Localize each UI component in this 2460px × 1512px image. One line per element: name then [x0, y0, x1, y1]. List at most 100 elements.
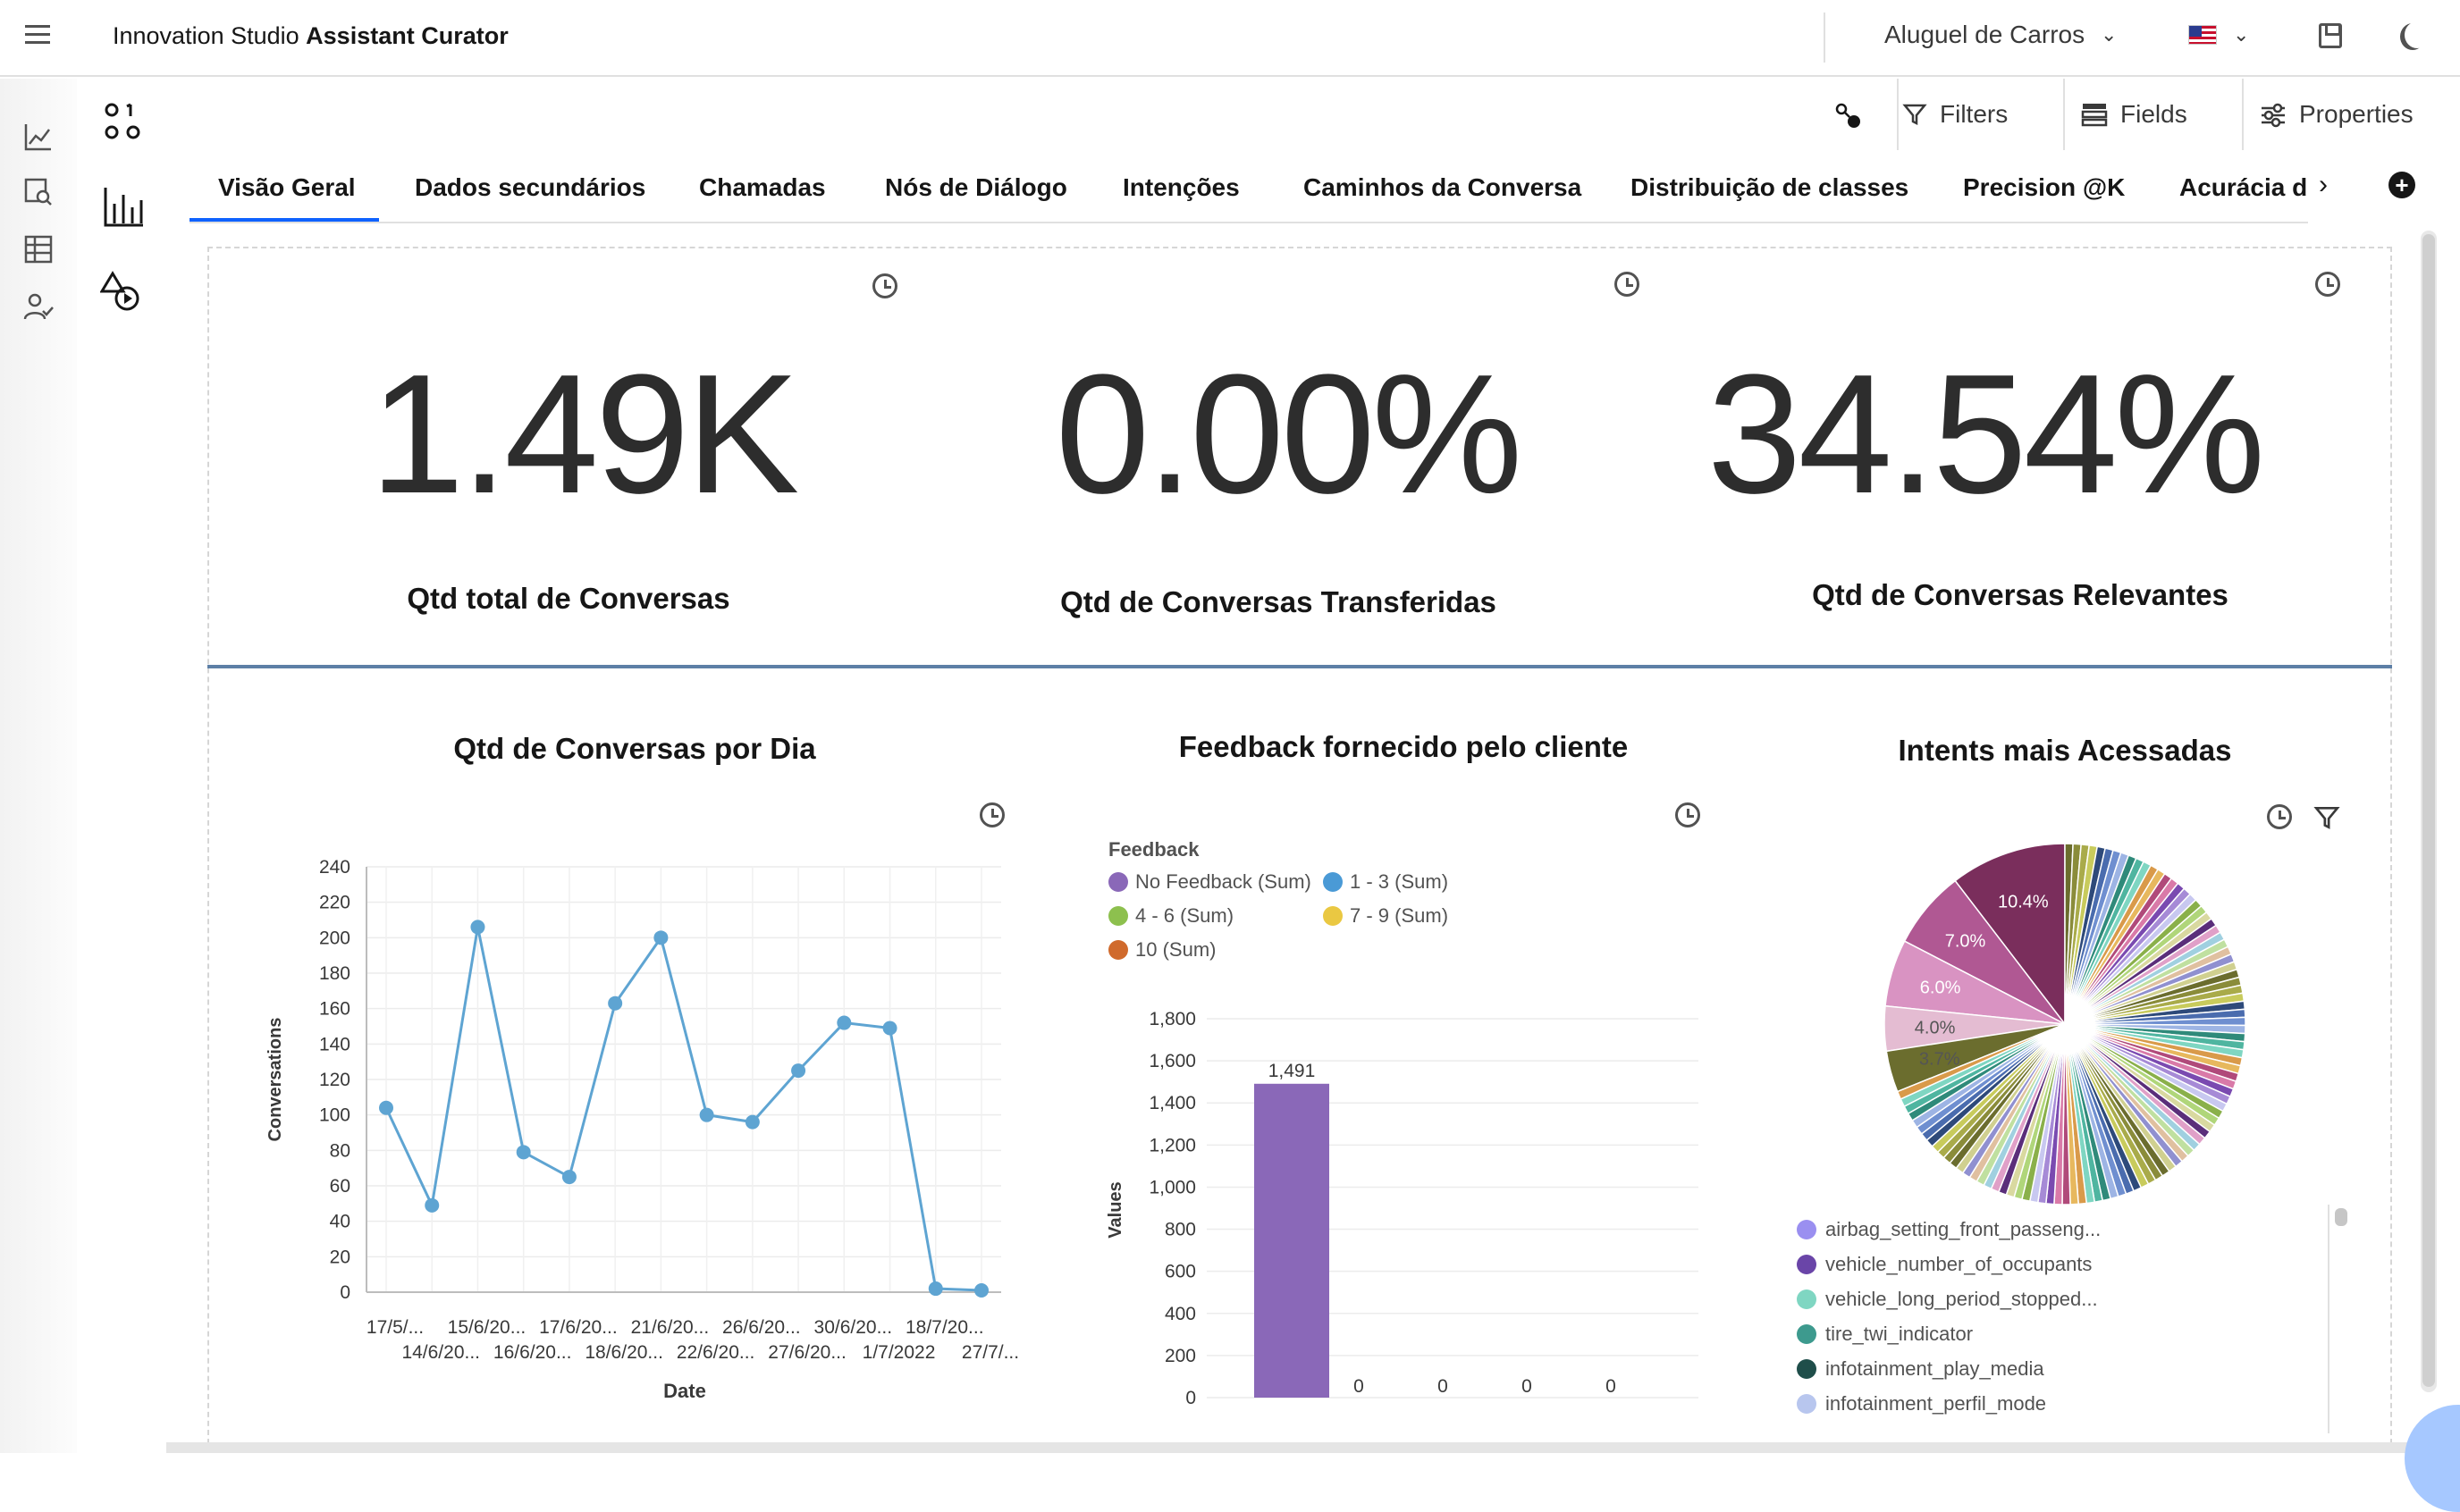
pie-slice[interactable] — [1954, 843, 2066, 1027]
data-point[interactable] — [608, 995, 623, 1011]
y-tick-label: 180 — [319, 963, 350, 984]
pie-slice-label: 6.0% — [1920, 979, 1961, 998]
pie-chart: 10.4% 7.0% 6.0% 4.0% 3.7% — [1883, 843, 2246, 1205]
chevron-right-icon[interactable]: › — [2319, 170, 2328, 199]
add-tab-icon[interactable]: + — [2388, 172, 2415, 198]
data-point[interactable] — [974, 1283, 989, 1298]
tab-acuracia[interactable]: Acurácia da — [2179, 173, 2308, 201]
moon-icon[interactable] — [2405, 21, 2430, 48]
pie-legend-scrollbar[interactable] — [2328, 1205, 2347, 1433]
page-scroll-thumb[interactable] — [2422, 234, 2435, 1387]
filter-icon[interactable] — [2313, 804, 2340, 831]
bar-data-label: 0 — [1521, 1376, 1532, 1397]
tab-bar: Visão Geral Dados secundários Chamadas N… — [190, 157, 2308, 223]
clock-icon[interactable] — [1675, 802, 1700, 827]
project-selector[interactable]: Aluguel de Carros — [1884, 21, 2085, 48]
bar-chart-icon[interactable] — [100, 184, 147, 231]
y-tick-label: 160 — [319, 999, 350, 1020]
bar-legend-item[interactable]: No Feedback (Sum) — [1108, 870, 1311, 894]
search-report-icon[interactable] — [23, 177, 54, 207]
data-point[interactable] — [379, 1100, 393, 1115]
y-tick-label: 1,600 — [1149, 1051, 1196, 1071]
chevron-down-icon[interactable]: ⌄ — [2233, 23, 2250, 46]
data-point[interactable] — [561, 1170, 577, 1185]
active-tab-indicator — [190, 218, 379, 222]
tab-distribuicao-de-classes[interactable]: Distribuição de classes — [1630, 173, 1909, 201]
y-tick-label: 1,400 — [1149, 1093, 1196, 1113]
bottom-scroll-strip[interactable] — [166, 1442, 2437, 1453]
pie-legend-item[interactable]: vehicle_long_period_stopped... — [1797, 1285, 2098, 1314]
data-point[interactable] — [516, 1145, 531, 1160]
legend-label: 1 - 3 (Sum) — [1350, 870, 1449, 893]
pie-legend-item[interactable]: vehicle_number_of_occupants — [1797, 1250, 2092, 1279]
properties-button[interactable]: Properties — [2260, 95, 2414, 134]
y-tick-label: 600 — [1165, 1262, 1196, 1282]
line-chart-icon[interactable] — [23, 122, 54, 152]
tab-intencoes[interactable]: Intenções — [1123, 173, 1240, 201]
pie-legend-item[interactable]: airbag_setting_front_passeng... — [1797, 1215, 2101, 1244]
data-point[interactable] — [928, 1281, 943, 1297]
bar-data-label: 0 — [1605, 1376, 1616, 1397]
line-chart-x-ticks: 17/5/... 15/6/20... 17/6/20... 21/6/20... 26… — [366, 1317, 1019, 1363]
data-point[interactable] — [699, 1107, 714, 1122]
connect-icon[interactable] — [1834, 102, 1863, 130]
tab-dados-secundarios[interactable]: Dados secundários — [415, 173, 646, 201]
section-separator — [207, 665, 2392, 668]
chevron-down-icon[interactable]: ⌄ — [2101, 23, 2118, 46]
line-series — [384, 927, 982, 1292]
pie-legend-item[interactable]: tire_twi_indicator — [1797, 1320, 1973, 1348]
y-tick-label: 0 — [340, 1282, 350, 1303]
pie-slice-label: 3.7% — [1919, 1049, 1960, 1069]
data-point[interactable] — [425, 1197, 440, 1213]
y-tick-label: 400 — [1165, 1304, 1196, 1324]
pie-slice-label: 4.0% — [1915, 1019, 1956, 1038]
bar-legend-item[interactable]: 1 - 3 (Sum) — [1323, 870, 1448, 894]
pie-legend-scroll-thumb[interactable] — [2335, 1208, 2347, 1226]
tab-nos-de-dialogo[interactable]: Nós de Diálogo — [885, 173, 1067, 201]
data-point[interactable] — [882, 1021, 897, 1036]
hamburger-menu-icon[interactable] — [25, 25, 50, 46]
info-icon[interactable] — [2405, 1405, 2460, 1512]
secondary-toolbar: Filters Fields Properties — [166, 79, 2460, 150]
legend-swatch — [1108, 940, 1128, 960]
us-flag-icon[interactable] — [2188, 25, 2217, 45]
tab-precision-at-k[interactable]: Precision @K — [1963, 173, 2126, 201]
bar-legend-item[interactable]: 4 - 6 (Sum) — [1108, 904, 1234, 928]
data-point[interactable] — [653, 930, 669, 945]
line-chart-x-label: Date — [663, 1380, 706, 1402]
x-tick-label: 15/6/20... — [448, 1317, 527, 1338]
line-chart-grid — [366, 866, 1001, 1293]
clock-icon[interactable] — [872, 273, 897, 298]
x-tick-label: 22/6/20... — [677, 1342, 755, 1363]
clock-icon[interactable] — [980, 802, 1005, 827]
data-point[interactable] — [791, 1063, 806, 1079]
data-point[interactable] — [837, 1015, 852, 1030]
data-point[interactable] — [470, 920, 485, 935]
pie-legend-item[interactable]: infotainment_perfil_mode — [1797, 1390, 2046, 1418]
data-icon[interactable] — [100, 98, 147, 145]
filters-button[interactable]: Filters — [1902, 95, 2008, 134]
clock-icon[interactable] — [1614, 272, 1639, 297]
data-point[interactable] — [745, 1114, 760, 1130]
shapes-icon[interactable] — [100, 270, 147, 316]
bar-legend-item[interactable]: 10 (Sum) — [1108, 938, 1216, 962]
y-tick-label: 200 — [1165, 1346, 1196, 1366]
tab-visao-geral[interactable]: Visão Geral — [218, 173, 356, 201]
tab-chamadas[interactable]: Chamadas — [699, 173, 826, 201]
pie-slice[interactable] — [1896, 1023, 2066, 1100]
kpi-conversas-relevantes-label: Qtd de Conversas Relevantes — [1812, 578, 2228, 611]
bar-chart-y-ticks: 0 200 400 600 800 1,000 1,200 1,400 1,600 1,800 — [1149, 1009, 1196, 1408]
tab-caminhos-da-conversa[interactable]: Caminhos da Conversa — [1303, 173, 1582, 201]
bar[interactable] — [1254, 1083, 1329, 1398]
table-icon[interactable] — [23, 234, 54, 265]
clock-icon[interactable] — [2267, 804, 2292, 829]
fields-button[interactable]: Fields — [2081, 95, 2187, 134]
y-tick-label: 100 — [319, 1105, 350, 1126]
user-check-icon[interactable] — [23, 291, 54, 322]
pie-legend-item[interactable]: infotainment_play_media — [1797, 1355, 2044, 1383]
bar-legend-item[interactable]: 7 - 9 (Sum) — [1323, 904, 1448, 928]
dashboard-canvas — [207, 247, 2392, 1453]
fields-icon — [2081, 104, 2108, 127]
clock-icon[interactable] — [2315, 272, 2340, 297]
save-icon[interactable] — [2319, 23, 2342, 48]
